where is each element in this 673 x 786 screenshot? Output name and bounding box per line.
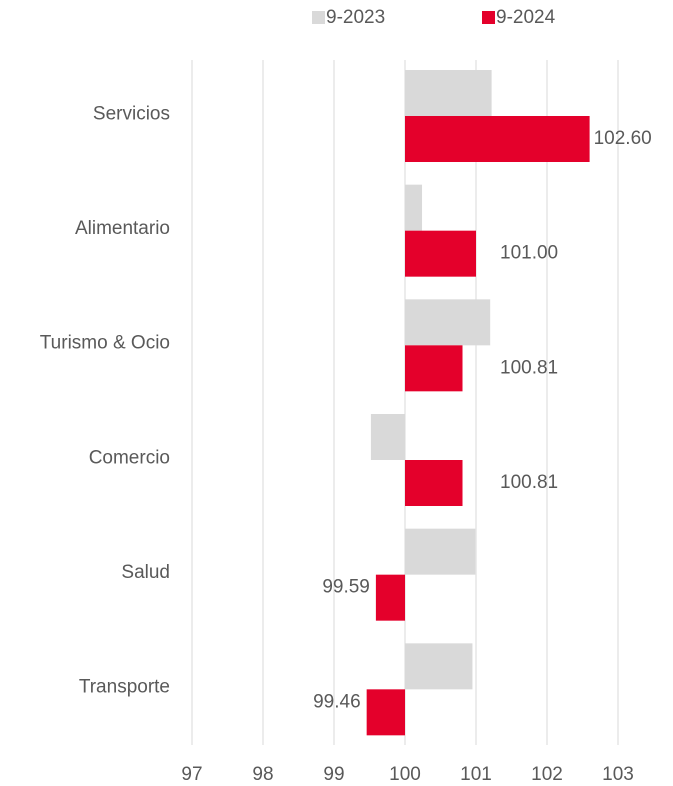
bar (405, 184, 423, 231)
bar (405, 528, 476, 575)
y-tick-label: Comercio (89, 447, 170, 468)
legend-swatch (482, 11, 495, 24)
bar (370, 414, 405, 460)
x-tick-label: 100 (389, 764, 421, 785)
data-label: 100.81 (500, 472, 558, 493)
data-label: 100.81 (500, 357, 558, 378)
y-tick-label: Turismo & Ocio (40, 333, 170, 354)
bar (405, 345, 463, 392)
x-tick-label: 99 (323, 764, 344, 785)
data-label: 102.60 (594, 128, 652, 149)
bar (405, 230, 476, 277)
legend-swatch (312, 11, 325, 24)
y-tick-label: Transporte (79, 677, 170, 698)
bar (405, 643, 473, 690)
data-label: 99.46 (313, 691, 361, 712)
data-label: 101.00 (500, 243, 558, 264)
bar (405, 460, 463, 506)
x-tick-label: 103 (602, 764, 634, 785)
bar (405, 70, 492, 116)
y-tick-label: Servicios (93, 103, 170, 124)
y-tick-label: Salud (121, 562, 170, 583)
x-tick-label: 97 (181, 764, 202, 785)
x-tick-label: 102 (531, 764, 563, 785)
legend-label: 9-2023 (326, 7, 385, 28)
bar (405, 299, 491, 346)
legend-label: 9-2024 (496, 7, 556, 28)
x-tick-label: 101 (460, 764, 492, 785)
bar (405, 116, 590, 162)
data-label: 99.59 (322, 577, 370, 598)
y-tick-label: Alimentario (75, 218, 170, 239)
bar (375, 574, 405, 621)
bar (366, 689, 405, 736)
x-tick-label: 98 (252, 764, 273, 785)
